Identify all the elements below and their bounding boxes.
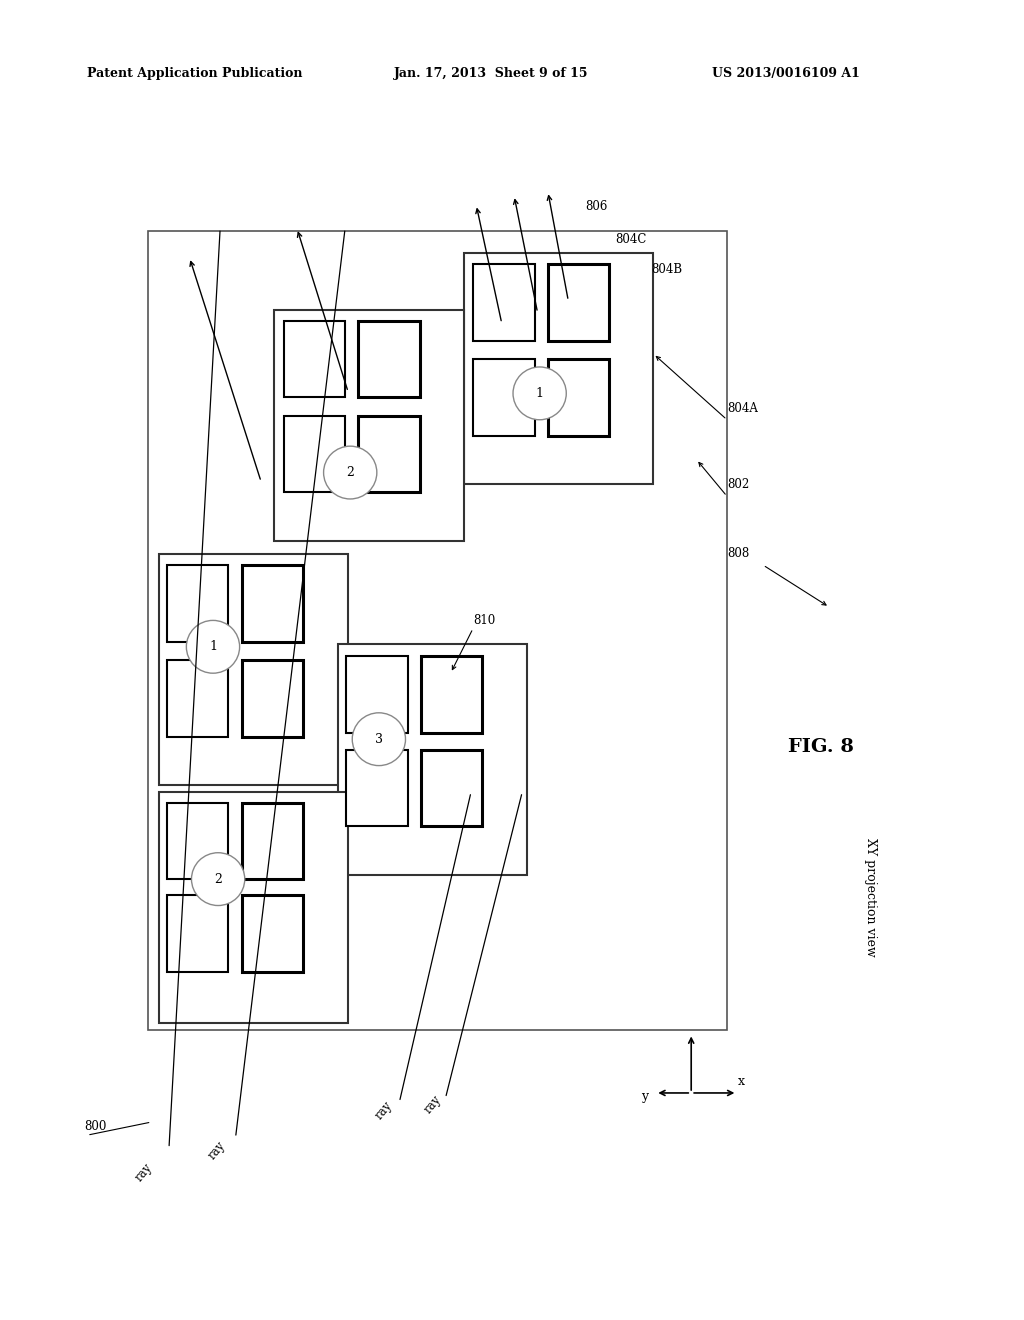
- Text: ray: ray: [132, 1162, 155, 1184]
- Bar: [274, 310, 464, 541]
- Bar: [159, 792, 348, 1023]
- Bar: [464, 253, 653, 484]
- Text: 802: 802: [727, 478, 750, 491]
- Text: 808: 808: [727, 546, 750, 560]
- Text: Patent Application Publication: Patent Application Publication: [87, 66, 302, 79]
- Bar: [242, 565, 303, 642]
- Bar: [167, 895, 228, 972]
- Bar: [148, 231, 727, 1030]
- Bar: [284, 416, 345, 492]
- Bar: [338, 644, 527, 875]
- Bar: [242, 803, 303, 879]
- Text: 800: 800: [84, 1119, 106, 1133]
- Text: XY projection view: XY projection view: [864, 838, 877, 957]
- Text: 806: 806: [586, 199, 608, 213]
- Text: 804B: 804B: [651, 263, 682, 276]
- Text: 1: 1: [536, 387, 544, 400]
- Bar: [167, 565, 228, 642]
- Bar: [167, 660, 228, 737]
- Bar: [421, 656, 482, 733]
- Bar: [358, 416, 420, 492]
- Text: x: x: [738, 1074, 744, 1088]
- Ellipse shape: [352, 713, 406, 766]
- Text: ray: ray: [422, 1093, 444, 1115]
- Bar: [358, 321, 420, 397]
- Text: y: y: [642, 1090, 648, 1104]
- Bar: [242, 895, 303, 972]
- Ellipse shape: [513, 367, 566, 420]
- Bar: [346, 656, 408, 733]
- Bar: [473, 264, 535, 341]
- Bar: [167, 803, 228, 879]
- Ellipse shape: [186, 620, 240, 673]
- Text: 2: 2: [214, 873, 222, 886]
- Text: FIG. 8: FIG. 8: [788, 738, 854, 756]
- Text: US 2013/0016109 A1: US 2013/0016109 A1: [712, 66, 859, 79]
- Bar: [242, 660, 303, 737]
- Bar: [159, 554, 348, 785]
- Text: 804A: 804A: [727, 401, 758, 414]
- Ellipse shape: [191, 853, 245, 906]
- Ellipse shape: [324, 446, 377, 499]
- Text: 804C: 804C: [615, 232, 647, 246]
- Text: 2: 2: [346, 466, 354, 479]
- Text: 3: 3: [375, 733, 383, 746]
- Bar: [346, 750, 408, 826]
- Text: 1: 1: [209, 640, 217, 653]
- Bar: [548, 359, 609, 436]
- Text: Jan. 17, 2013  Sheet 9 of 15: Jan. 17, 2013 Sheet 9 of 15: [394, 66, 589, 79]
- Bar: [421, 750, 482, 826]
- Bar: [284, 321, 345, 397]
- Text: ray: ray: [373, 1100, 395, 1122]
- Text: ray: ray: [206, 1139, 228, 1162]
- Bar: [473, 359, 535, 436]
- Text: 810: 810: [473, 614, 496, 627]
- Bar: [548, 264, 609, 341]
